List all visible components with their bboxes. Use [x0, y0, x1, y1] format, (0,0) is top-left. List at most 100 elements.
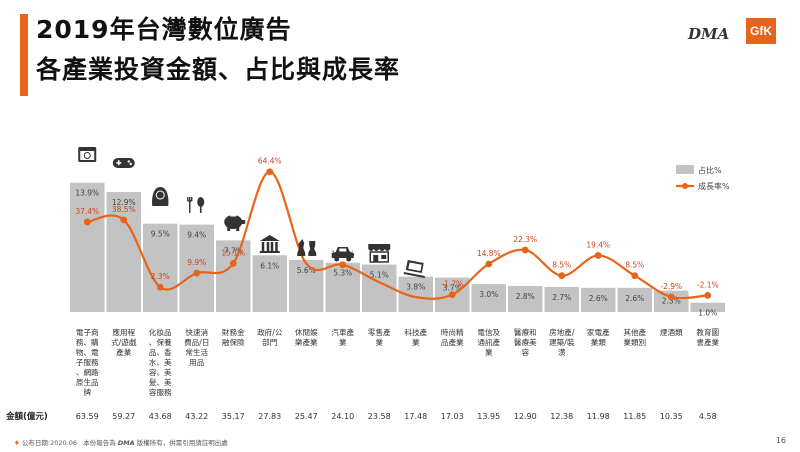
category-label: 財務金: [222, 327, 245, 337]
category-label: 業類: [591, 337, 607, 347]
growth-rate-label: -2.9%: [660, 282, 682, 291]
bar: [544, 286, 579, 312]
amount-value: 12.38: [550, 412, 573, 421]
footer-report-by: 本份報告為: [83, 439, 116, 447]
bar: [690, 302, 725, 312]
growth-rate-label: 8.5%: [625, 261, 644, 270]
category-label: 煙酒類: [660, 327, 683, 337]
amount-value: 43.22: [185, 412, 208, 421]
category-label: 潢: [558, 347, 566, 357]
store-icon: [368, 244, 391, 263]
category-label: 時尚精: [441, 327, 464, 337]
gfk-logo: GfK: [746, 18, 776, 44]
legend-line-marker: [682, 183, 688, 189]
growth-rate-point: [83, 218, 91, 226]
category-label: 原生品: [76, 377, 99, 387]
category-label: 業: [339, 337, 347, 347]
bar: [289, 259, 324, 312]
bar: [216, 240, 251, 312]
category-label: 、保養: [149, 337, 172, 347]
category-label: 房地產/: [549, 327, 575, 337]
bar-value-label: 2.6%: [589, 294, 608, 303]
dma-logo: DMA: [688, 25, 730, 43]
category-label: 書產業: [696, 337, 719, 347]
woman-icon: [152, 187, 169, 206]
growth-rate-point: [704, 292, 712, 299]
category-label: 快速消: [185, 327, 208, 337]
category-label: 、網路: [76, 367, 99, 377]
bar-value-label: 5.6%: [297, 266, 316, 275]
category-label: 醫療美: [514, 337, 537, 347]
category-label: 業類別: [623, 337, 646, 347]
growth-rate-label: 8.5%: [552, 261, 571, 270]
growth-rate-label: 14.8%: [477, 249, 501, 258]
category-label: 化妝品: [149, 327, 172, 337]
growth-rate-point: [667, 293, 675, 301]
growth-rate-label: 19.4%: [586, 240, 610, 249]
amount-value: 35.17: [222, 412, 245, 421]
amount-value: 11.85: [623, 412, 646, 421]
category-label: 應用程: [112, 327, 135, 337]
growth-rate-label: 15.1%: [221, 248, 245, 257]
bar: [471, 284, 506, 312]
bar-value-label: 2.6%: [625, 294, 644, 303]
category-label: 電子商: [76, 327, 99, 337]
growth-rate-label: 9.9%: [187, 258, 206, 267]
bar-value-label: 3.0%: [479, 290, 498, 299]
category-label: 樂產業: [295, 337, 318, 347]
bar: [617, 287, 652, 312]
category-label: 教育圖: [696, 327, 719, 337]
bar: [70, 182, 105, 312]
amount-value: 63.59: [76, 412, 99, 421]
footer-dma-logo: DMA: [117, 439, 135, 447]
bar: [252, 255, 287, 312]
growth-rate-label: 22.3%: [513, 235, 537, 244]
amount-value: 10.35: [660, 412, 683, 421]
bar: [508, 285, 543, 312]
footer-publish-date: 公布日期:2020.06: [21, 439, 77, 447]
chess-icon: [297, 239, 317, 256]
bar-value-label: 3.8%: [406, 283, 425, 292]
bar-value-label: 2.8%: [516, 292, 535, 301]
legend-bar-label: 占比%: [698, 165, 722, 175]
growth-rate-label: 64.4%: [258, 157, 282, 166]
title-accent-bar: [20, 14, 28, 96]
category-label: 品、香: [149, 347, 172, 357]
category-label: 業: [375, 337, 383, 347]
bar-value-label: 5.3%: [333, 269, 352, 278]
growth-rate-point: [521, 246, 529, 254]
bar-value-label: 13.9%: [75, 189, 99, 198]
footer-dot-icon: ♦: [14, 439, 20, 447]
bar: [179, 224, 214, 312]
bar: [654, 290, 689, 312]
category-label: 產業: [116, 347, 132, 357]
category-label: 水、美: [149, 357, 172, 367]
bar-value-label: 9.4%: [187, 231, 206, 240]
growth-rate-point: [120, 216, 128, 224]
category-label: 電信及: [477, 327, 500, 337]
category-label: 融保險: [222, 337, 245, 347]
browser-icon: [78, 147, 97, 162]
amount-value: 13.95: [477, 412, 500, 421]
category-label: 容服務: [149, 387, 172, 397]
car-icon: [331, 247, 354, 262]
legend-line-label: 成長率%: [698, 181, 730, 191]
growth-rate-point: [339, 261, 347, 269]
category-label: 科技產: [404, 327, 427, 337]
bar-value-label: 12.9%: [112, 198, 136, 207]
bar: [581, 287, 616, 312]
bar-value-label: 2.7%: [552, 293, 571, 302]
bar-value-label: 3.7%: [443, 284, 462, 293]
amount-value: 43.68: [149, 412, 172, 421]
growth-rate-label: -2.1%: [697, 280, 719, 289]
category-label: 物、電: [76, 347, 99, 357]
growth-rate-point: [156, 283, 164, 291]
growth-rate-label: -1.7%: [441, 280, 463, 289]
amount-value: 24.10: [331, 412, 354, 421]
category-label: 常生活: [185, 347, 208, 357]
growth-rate-point: [558, 272, 566, 280]
government-building-icon: [259, 235, 280, 253]
category-label: 子服務: [76, 357, 99, 367]
bar-value-label: 2.3%: [662, 297, 681, 306]
